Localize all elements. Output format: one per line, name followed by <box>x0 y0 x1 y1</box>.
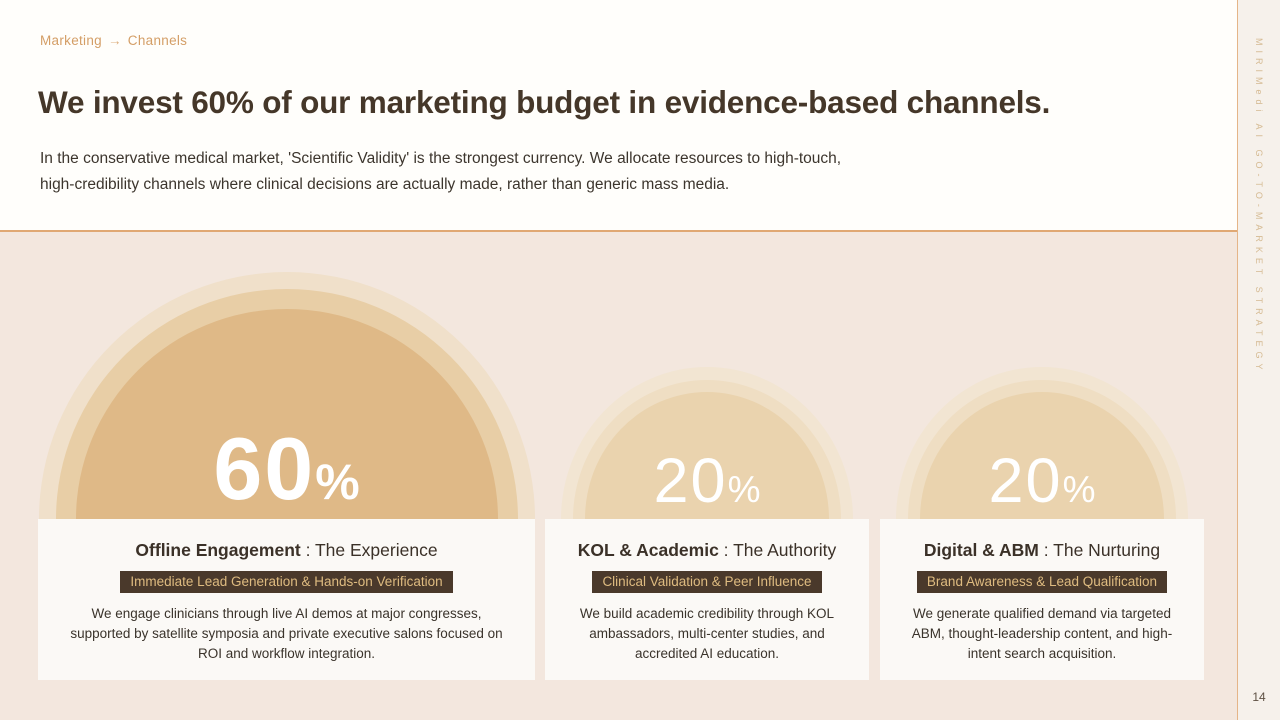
breadcrumb: Marketing → Channels <box>40 33 187 48</box>
allocation-percent: 20% <box>896 450 1188 513</box>
channel-tagline: : The Experience <box>300 540 438 560</box>
page-title: We invest 60% of our marketing budget in… <box>38 84 1051 120</box>
side-rail: MIRIMedi AI GO-TO-MARKET STRATEGY 14 <box>1237 0 1280 720</box>
channel-badge: Brand Awareness & Lead Qualification <box>916 571 1168 593</box>
channel-description: We build academic credibility through KO… <box>579 606 835 661</box>
channel-description: We engage clinicians through live AI dem… <box>70 606 503 661</box>
breadcrumb-section: Marketing <box>40 33 102 48</box>
page-number: 14 <box>1252 690 1266 704</box>
percent-sign: % <box>1062 469 1096 510</box>
breadcrumb-page: Channels <box>127 33 188 48</box>
percent-value: 20 <box>988 446 1063 516</box>
channels-visualization: 60% Offline Engagement : The Experience … <box>0 233 1237 720</box>
allocation-percent: 20% <box>561 450 853 513</box>
badge-row: Brand Awareness & Lead Qualification <box>880 571 1204 593</box>
channel-card-title: Offline Engagement : The Experience <box>38 540 535 561</box>
channel-card: KOL & Academic : The Authority Clinical … <box>545 519 869 680</box>
channel-tagline: : The Nurturing <box>1038 540 1161 560</box>
allocation-dome-60: 60% <box>38 272 535 519</box>
percent-sign: % <box>727 469 761 510</box>
breadcrumb-arrow-icon: → <box>107 33 122 48</box>
channel-name: Digital & ABM <box>923 540 1039 560</box>
channel-tagline: : The Authority <box>718 540 837 560</box>
channel-card-title: Digital & ABM : The Nurturing <box>880 540 1204 561</box>
channel-kol-academic: 20% KOL & Academic : The Authority Clini… <box>545 367 869 680</box>
header-band: Marketing → Channels We invest 60% of our … <box>0 0 1237 232</box>
subtitle-line-1: In the conservative medical market, 'Sci… <box>40 150 842 167</box>
channel-card: Digital & ABM : The Nurturing Brand Awar… <box>880 519 1204 680</box>
channel-badge: Immediate Lead Generation & Hands-on Ver… <box>120 571 453 593</box>
channel-card-title: KOL & Academic : The Authority <box>545 540 869 561</box>
badge-row: Clinical Validation & Peer Influence <box>545 571 869 593</box>
percent-sign: % <box>315 454 360 510</box>
channel-name: KOL & Academic <box>577 540 719 560</box>
percent-value: 60 <box>213 419 316 518</box>
channel-offline-engagement: 60% Offline Engagement : The Experience … <box>38 272 535 680</box>
deck-title-vertical: MIRIMedi AI GO-TO-MARKET STRATEGY <box>1254 38 1264 375</box>
page-subtitle: In the conservative medical market, 'Sci… <box>40 146 841 197</box>
channel-badge: Clinical Validation & Peer Influence <box>592 571 822 593</box>
subtitle-line-2: high-credibility channels where clinical… <box>40 175 730 193</box>
percent-value: 20 <box>653 446 728 516</box>
allocation-percent: 60% <box>39 425 535 513</box>
channel-digital-abm: 20% Digital & ABM : The Nurturing Brand … <box>880 367 1204 680</box>
allocation-dome-20-kol: 20% <box>561 367 853 519</box>
badge-row: Immediate Lead Generation & Hands-on Ver… <box>38 571 535 593</box>
allocation-dome-20-digital: 20% <box>896 367 1188 519</box>
channel-description: We generate qualified demand via targete… <box>911 606 1173 661</box>
channel-card: Offline Engagement : The Experience Imme… <box>38 519 535 680</box>
channel-name: Offline Engagement <box>135 540 301 560</box>
